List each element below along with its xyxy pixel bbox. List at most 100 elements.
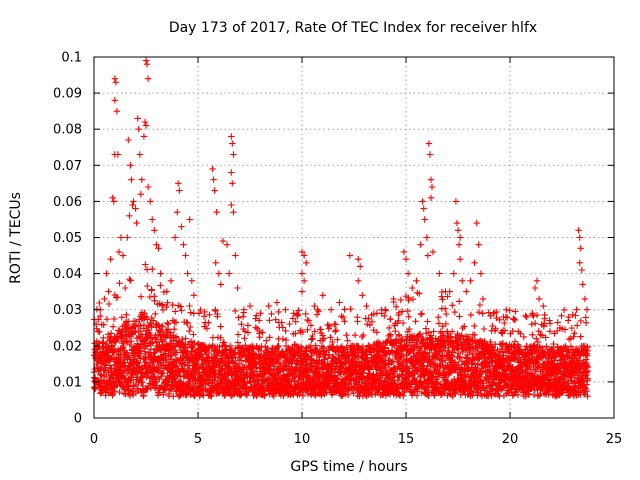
data-point [220,339,228,346]
data-point [242,342,249,349]
data-point [154,392,162,399]
data-point [270,393,277,400]
data-point [341,306,348,313]
data-point [217,334,224,341]
data-point [243,384,250,391]
data-point [313,365,320,372]
data-point [257,353,264,360]
data-point [280,378,287,385]
data-point [97,312,104,320]
data-point [373,329,381,336]
data-point [241,328,249,335]
data-point [132,371,140,378]
data-point [169,301,176,309]
data-point [501,319,508,327]
data-point [159,306,167,314]
scatter-points [90,57,592,400]
data-point [186,302,193,310]
data-point [311,328,318,335]
data-point [178,357,185,365]
data-point [476,301,484,309]
data-point [292,318,299,325]
data-point [304,316,311,324]
data-point [392,328,399,335]
data-point [150,317,157,324]
data-point [396,390,403,397]
data-point [546,320,554,327]
data-point [266,367,273,374]
data-point [243,392,250,399]
data-point [105,300,113,308]
data-point [520,333,527,341]
data-point [299,328,307,336]
data-point [151,293,158,300]
data-point [147,340,155,347]
data-point [312,391,319,399]
data-point [256,327,263,335]
data-point [96,345,104,352]
data-point [200,356,208,363]
data-point [387,332,394,340]
data-point [99,340,106,347]
data-point [351,332,359,339]
data-point [146,293,154,301]
data-point [309,335,316,342]
data-point [291,378,298,385]
data-point [391,364,398,371]
data-point [129,388,136,395]
data-point [417,311,425,318]
data-point [206,311,213,318]
data-point [141,310,148,317]
data-point [302,310,309,318]
data-point [241,335,248,342]
data-point [331,388,339,395]
data-point [385,324,393,332]
data-point [296,327,304,334]
data-point [126,276,133,283]
data-point [397,353,404,361]
data-point [304,326,311,333]
data-point [341,318,348,325]
data-point [382,364,390,372]
data-point [189,343,196,350]
data-point [156,328,163,336]
data-point [279,335,287,343]
data-point [326,351,333,358]
data-point [510,315,518,323]
data-point [558,312,565,319]
data-point [190,331,197,338]
data-point [235,314,242,321]
data-point [362,347,369,355]
data-point [388,359,395,367]
data-point [387,315,394,323]
data-point [295,307,302,314]
data-point [126,388,133,396]
data-point [344,337,351,344]
data-point [456,313,463,320]
data-point [238,321,245,328]
data-point [404,307,411,315]
data-point [332,327,340,334]
data-point [95,316,102,323]
data-point [332,328,339,335]
data-point [274,344,281,351]
data-point [114,294,121,301]
data-point [205,349,213,357]
data-point [347,305,354,313]
data-point [103,316,111,323]
data-point [522,312,529,319]
data-point [184,319,191,327]
data-point [504,314,511,321]
data-point [253,312,260,319]
data-point [467,311,474,319]
data-point [135,359,142,367]
data-point [303,361,311,368]
data-point [343,381,350,388]
data-point [134,340,141,347]
data-point [383,338,390,345]
data-point [456,298,463,305]
data-point [126,341,134,349]
data-point [252,324,259,331]
data-point [397,296,404,304]
